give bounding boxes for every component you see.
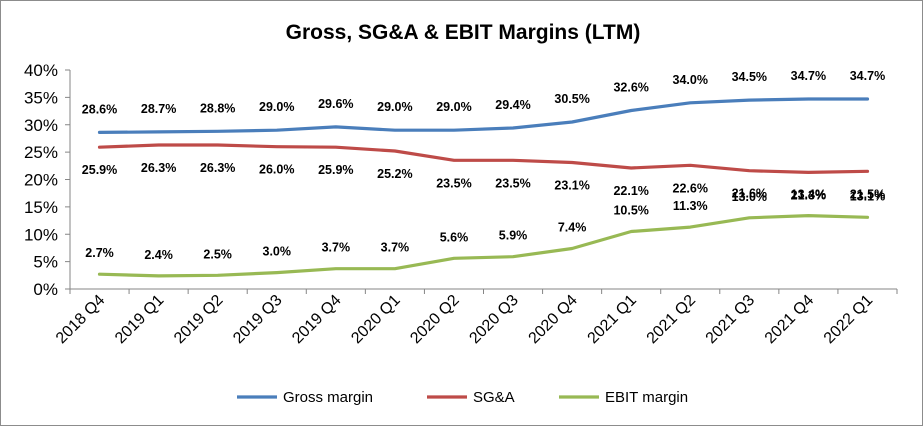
data-label: 22.1% [613,184,648,198]
y-tick-label: 20% [24,171,58,190]
data-label: 29.0% [436,100,471,114]
data-label: 29.4% [495,98,530,112]
data-label: 21.3% [791,188,826,202]
legend-entry: EBIT margin [605,389,688,406]
x-tick-label: 2021 Q4 [762,292,817,347]
y-tick-label: 15% [24,198,58,217]
data-label: 5.6% [440,230,469,244]
x-tick-label: 2020 Q1 [348,292,403,347]
data-label: 30.5% [554,92,589,106]
y-tick-label: 35% [24,88,58,107]
x-tick-label: 2020 Q3 [466,292,521,347]
data-label: 23.5% [436,176,471,190]
data-label: 3.7% [381,241,410,255]
data-label: 34.0% [673,73,708,87]
data-label: 26.3% [200,161,235,175]
data-label: 34.7% [850,69,885,83]
data-label: 29.6% [318,97,353,111]
data-label: 2.7% [85,246,114,260]
x-tick-label: 2019 Q4 [289,292,344,347]
data-label: 28.8% [200,101,235,115]
data-label: 28.7% [141,102,176,116]
data-label: 23.5% [495,176,530,190]
data-label: 34.7% [791,69,826,83]
legend-entry: Gross margin [283,389,373,406]
data-label: 13.0% [732,190,767,204]
legend-entry: SG&A [473,389,515,406]
x-tick-label: 2021 Q1 [585,292,640,347]
data-label: 10.5% [613,204,648,218]
data-label: 32.6% [613,81,648,95]
data-label: 25.2% [377,167,412,181]
data-label: 21.5% [850,187,885,201]
x-tick-label: 2020 Q2 [407,292,462,347]
y-tick-label: 5% [33,253,58,272]
data-label: 22.6% [673,181,708,195]
data-label: 28.6% [82,102,117,116]
data-label: 3.0% [263,245,292,259]
data-label: 11.3% [673,199,708,213]
x-tick-label: 2021 Q2 [644,292,699,347]
x-tick-label: 2021 Q3 [703,292,758,347]
x-tick-label: 2018 Q4 [53,292,108,347]
series-line-ebit-margin [97,214,870,278]
series-lines [97,97,870,278]
y-tick-label: 40% [24,61,58,80]
data-label: 29.0% [377,100,412,114]
data-label: 7.4% [558,220,587,234]
y-tick-label: 25% [24,143,58,162]
x-tick-label: 2019 Q1 [112,292,167,347]
x-tick-label: 2020 Q4 [526,292,581,347]
data-labels: 28.6% 28.7% 28.8% 29.0% 29.6% 29.0% 29.0% 29.4%… [82,69,885,262]
data-label: 3.7% [322,241,351,255]
data-label: 21.6% [732,187,767,201]
data-label: 5.9% [499,229,528,243]
data-label: 13.4% [791,188,826,202]
x-tick-label: 2019 Q3 [230,292,285,347]
data-label: 26.0% [259,163,294,177]
y-tick-label: 0% [33,280,58,299]
data-label: 2.4% [144,248,173,262]
y-tick-label: 30% [24,116,58,135]
x-tick-label: 2019 Q2 [171,292,226,347]
data-label: 2.5% [203,247,232,261]
y-tick-label: 10% [24,225,58,244]
data-label: 25.9% [82,163,117,177]
series-line-sg-a [97,143,870,174]
data-label: 26.3% [141,161,176,175]
legend: Gross margin SG&A EBIT margin [237,389,688,406]
data-label: 29.0% [259,100,294,114]
data-label: 23.1% [554,179,589,193]
data-label: 13.1% [850,189,885,203]
data-label: 25.9% [318,163,353,177]
chart-title: Gross, SG&A & EBIT Margins (LTM) [286,21,641,44]
series-line-gross-margin [97,97,870,134]
data-label: 34.5% [732,70,767,84]
x-tick-label: 2022 Q1 [821,292,876,347]
